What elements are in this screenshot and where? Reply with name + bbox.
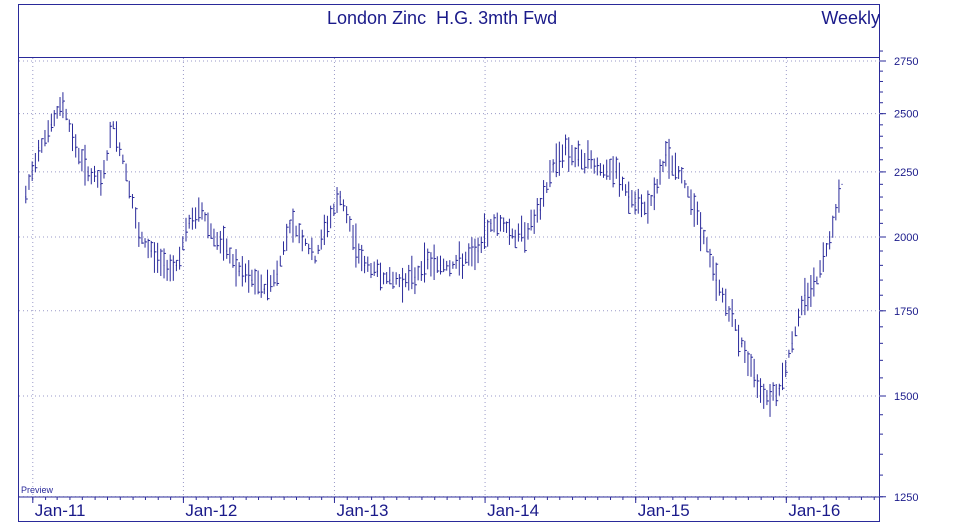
data-point — [339, 196, 341, 198]
data-point — [401, 279, 404, 281]
data-point — [439, 264, 442, 266]
y-tick-label: 1250 — [894, 492, 918, 504]
data-point — [753, 377, 755, 379]
data-point — [37, 147, 40, 149]
data-point — [301, 236, 303, 238]
y-tick-label: 2750 — [894, 56, 918, 68]
data-point — [564, 147, 567, 149]
data-point — [150, 250, 152, 252]
data-point — [465, 258, 467, 261]
data-point — [665, 154, 667, 156]
x-tick-label: Jan-13 — [336, 501, 388, 520]
data-point — [804, 294, 806, 296]
data-point — [741, 342, 743, 344]
data-point — [238, 270, 240, 272]
data-point — [50, 124, 52, 126]
x-tick-label: Jan-16 — [788, 501, 840, 520]
data-point — [363, 264, 366, 266]
data-point — [263, 288, 265, 290]
data-point — [188, 222, 190, 224]
data-point — [552, 163, 554, 166]
data-point — [376, 270, 378, 272]
chart-frame — [18, 4, 880, 522]
data-point — [289, 222, 291, 224]
data-point — [490, 222, 492, 224]
data-point — [389, 279, 391, 281]
data-point — [778, 388, 780, 390]
data-point — [766, 395, 768, 397]
y-tick-label: 1500 — [894, 391, 918, 403]
data-point — [125, 171, 127, 173]
data-point — [527, 228, 529, 230]
data-point — [414, 276, 416, 278]
data-point — [477, 250, 479, 252]
data-point — [690, 196, 692, 198]
data-point — [841, 183, 843, 185]
data-point — [251, 279, 253, 281]
data-point — [577, 159, 579, 161]
data-point — [62, 102, 64, 104]
x-tick-label: Jan-12 — [185, 501, 237, 520]
data-point — [75, 147, 77, 149]
data-point — [452, 264, 454, 266]
data-point — [539, 209, 541, 211]
x-tick-label: Jan-11 — [35, 501, 86, 520]
x-tick-label: Jan-15 — [638, 501, 690, 520]
y-tick-label: 1750 — [894, 306, 918, 318]
data-point — [100, 183, 102, 185]
y-tick-label: 2500 — [894, 109, 918, 121]
data-point — [276, 273, 278, 275]
data-point — [653, 196, 655, 198]
data-point — [427, 258, 429, 261]
period-label: Weekly — [821, 8, 880, 28]
data-point — [503, 222, 505, 224]
y-tick-label: 2250 — [894, 167, 918, 179]
data-point — [791, 342, 793, 344]
data-point — [326, 222, 329, 224]
data-point — [678, 171, 680, 173]
data-point — [615, 171, 617, 173]
preview-label: Preview — [21, 485, 54, 495]
data-point — [213, 236, 215, 238]
data-point — [829, 236, 831, 238]
data-point — [226, 250, 228, 252]
y-tick-label: 2000 — [894, 232, 918, 244]
data-point — [640, 209, 643, 211]
data-point — [201, 209, 203, 211]
data-point — [703, 236, 705, 238]
data-point — [514, 236, 516, 238]
x-tick-label: Jan-14 — [487, 501, 539, 520]
data-point — [25, 196, 27, 198]
data-point — [602, 171, 605, 173]
data-point — [728, 310, 730, 312]
header-divider — [18, 57, 880, 58]
data-point — [138, 236, 140, 238]
data-point — [87, 171, 89, 173]
data-point — [590, 159, 592, 161]
data-point — [175, 264, 178, 266]
data-point — [352, 236, 354, 238]
data-point — [112, 124, 114, 126]
data-point — [715, 279, 717, 281]
data-point — [163, 264, 165, 266]
chart-title: London Zinc H.G. 3mth Fwd — [327, 8, 558, 28]
data-point — [628, 196, 630, 198]
data-point — [314, 258, 316, 261]
data-point — [816, 279, 818, 281]
